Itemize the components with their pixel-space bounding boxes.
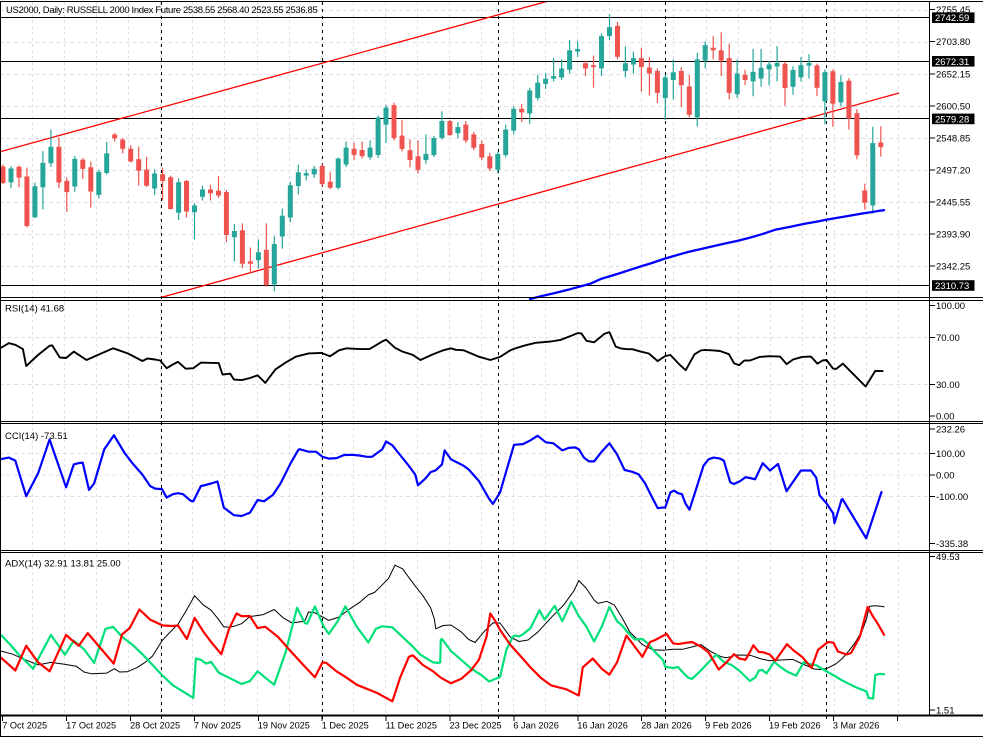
svg-text:2703.80: 2703.80 (936, 37, 970, 48)
svg-text:19 Feb 2026: 19 Feb 2026 (769, 721, 821, 731)
svg-text:2652.15: 2652.15 (936, 69, 970, 80)
svg-text:0.00: 0.00 (936, 411, 955, 422)
svg-text:28 Jan 2026: 28 Jan 2026 (641, 721, 692, 731)
svg-text:70.00: 70.00 (936, 333, 960, 344)
svg-text:RSI(14) 41.68: RSI(14) 41.68 (5, 304, 64, 315)
svg-text:2548.85: 2548.85 (936, 133, 970, 144)
svg-text:2310.73: 2310.73 (935, 281, 969, 292)
svg-text:9 Feb 2026: 9 Feb 2026 (705, 721, 752, 731)
svg-text:100.00: 100.00 (936, 449, 965, 460)
svg-text:19 Nov 2025: 19 Nov 2025 (258, 721, 310, 731)
svg-text:49.53: 49.53 (936, 552, 960, 563)
svg-text:0.00: 0.00 (936, 471, 955, 482)
svg-text:232.26: 232.26 (936, 425, 965, 436)
svg-text:2672.31: 2672.31 (935, 57, 969, 68)
svg-text:-100.00: -100.00 (936, 492, 968, 503)
svg-text:1 Dec 2025: 1 Dec 2025 (322, 721, 369, 731)
svg-text:2579.28: 2579.28 (935, 114, 969, 125)
svg-text:7 Nov 2025: 7 Nov 2025 (194, 721, 241, 731)
svg-text:US2000, Daily: RUSSELL 2000 I: US2000, Daily: RUSSELL 2000 Index Future… (6, 5, 317, 16)
svg-text:2600.50: 2600.50 (936, 101, 970, 112)
svg-text:23 Dec 2025: 23 Dec 2025 (450, 721, 502, 731)
svg-text:ADX(14) 32.91 13.81 25.00: ADX(14) 32.91 13.81 25.00 (5, 559, 121, 570)
svg-text:2342.25: 2342.25 (936, 261, 970, 272)
svg-text:2393.90: 2393.90 (936, 229, 970, 240)
svg-text:17 Oct 2025: 17 Oct 2025 (66, 721, 116, 731)
svg-text:11 Dec 2025: 11 Dec 2025 (386, 721, 437, 731)
svg-text:6 Jan 2026: 6 Jan 2026 (513, 721, 558, 731)
svg-text:100.00: 100.00 (936, 301, 965, 312)
svg-text:2755.45: 2755.45 (936, 5, 970, 16)
svg-text:CCI(14) -73.51: CCI(14) -73.51 (5, 431, 68, 442)
svg-text:2445.55: 2445.55 (936, 197, 970, 208)
svg-text:1.51: 1.51 (936, 705, 955, 716)
svg-text:7 Oct 2025: 7 Oct 2025 (2, 721, 47, 731)
svg-text:30.00: 30.00 (936, 380, 960, 391)
svg-text:3 Mar 2026: 3 Mar 2026 (833, 721, 879, 731)
svg-text:-335.38: -335.38 (936, 539, 968, 550)
svg-text:2497.20: 2497.20 (936, 165, 970, 176)
svg-text:2742.59: 2742.59 (935, 13, 969, 24)
svg-text:16 Jan 2026: 16 Jan 2026 (577, 721, 628, 731)
svg-text:28 Oct 2025: 28 Oct 2025 (130, 721, 180, 731)
